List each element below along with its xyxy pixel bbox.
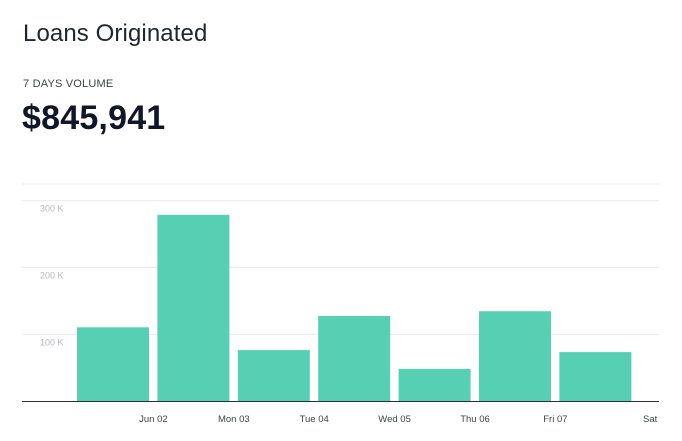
bar[interactable] xyxy=(479,311,551,401)
x-tick-label: Wed 05 xyxy=(378,414,411,425)
bar[interactable] xyxy=(237,350,310,401)
bar[interactable] xyxy=(398,368,471,401)
x-tick-label: Thu 06 xyxy=(460,414,490,425)
x-tick-label: Mon 03 xyxy=(218,414,250,425)
x-tick-label: Tue 04 xyxy=(300,414,329,425)
x-tick-label: Jun 02 xyxy=(139,414,168,425)
x-tick-label: Fri 07 xyxy=(543,414,567,425)
x-tick-label: Sat xyxy=(643,414,658,425)
y-tick-label: 300 K xyxy=(40,204,64,214)
bar[interactable] xyxy=(157,214,230,401)
bar[interactable] xyxy=(77,327,149,401)
bar[interactable] xyxy=(318,315,391,401)
y-tick-label: 200 K xyxy=(40,271,64,281)
y-tick-label: 100 K xyxy=(40,338,64,348)
metric-label: 7 DAYS VOLUME xyxy=(23,78,114,90)
bar[interactable] xyxy=(559,352,632,401)
metric-value: $845,941 xyxy=(22,99,166,137)
chart-title: Loans Originated xyxy=(23,20,208,47)
